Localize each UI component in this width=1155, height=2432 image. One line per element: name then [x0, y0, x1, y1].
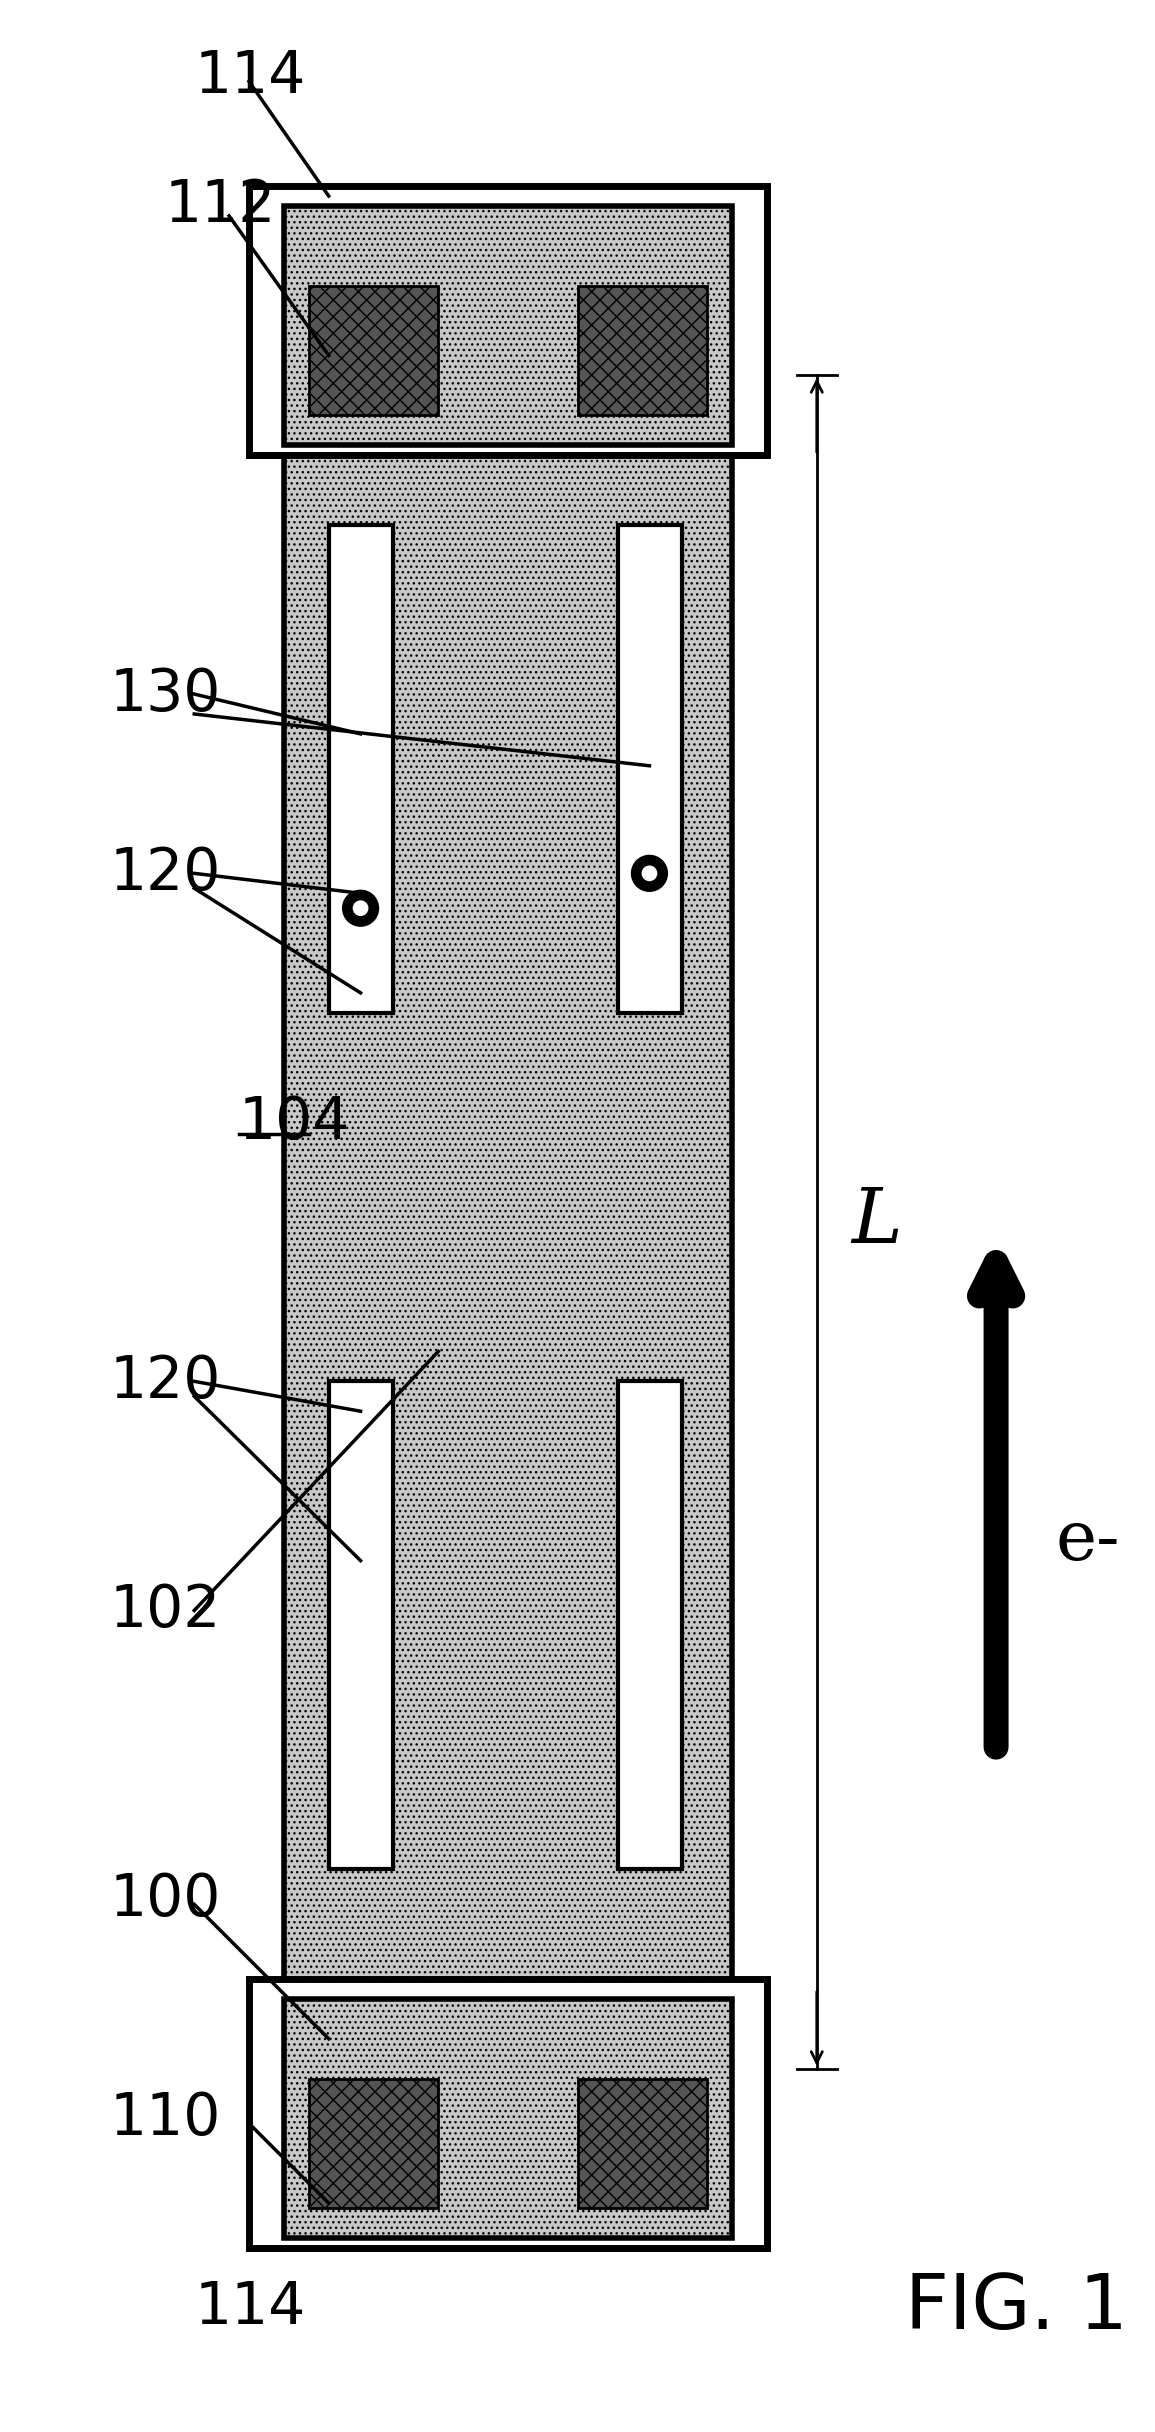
Bar	[284, 207, 732, 445]
Text: 130: 130	[110, 666, 221, 722]
Text: 112: 112	[164, 178, 276, 233]
Bar	[249, 1980, 767, 2247]
Bar	[284, 1999, 732, 2237]
Text: 104: 104	[239, 1094, 350, 1150]
Text: 114: 114	[194, 2279, 306, 2337]
Bar	[578, 2079, 707, 2208]
Text: 114: 114	[194, 49, 306, 105]
Bar	[618, 525, 683, 1012]
Bar	[284, 375, 732, 2099]
Bar	[249, 187, 767, 455]
Text: 110: 110	[110, 2089, 221, 2147]
Text: 100: 100	[110, 1870, 221, 1929]
Circle shape	[642, 866, 656, 880]
Circle shape	[632, 856, 668, 890]
Bar	[308, 2079, 438, 2208]
Text: 120: 120	[110, 844, 221, 902]
Text: FIG. 1: FIG. 1	[904, 2271, 1127, 2344]
Text: 102: 102	[110, 1581, 221, 1639]
Text: 120: 120	[110, 1352, 221, 1411]
Text: L: L	[851, 1184, 902, 1260]
Circle shape	[343, 890, 379, 927]
Bar	[618, 1381, 683, 1870]
Bar	[308, 285, 438, 416]
Bar	[578, 285, 707, 416]
Bar	[329, 1381, 394, 1870]
Circle shape	[353, 900, 367, 914]
Bar	[329, 525, 394, 1012]
Text: e-: e-	[1056, 1508, 1120, 1574]
